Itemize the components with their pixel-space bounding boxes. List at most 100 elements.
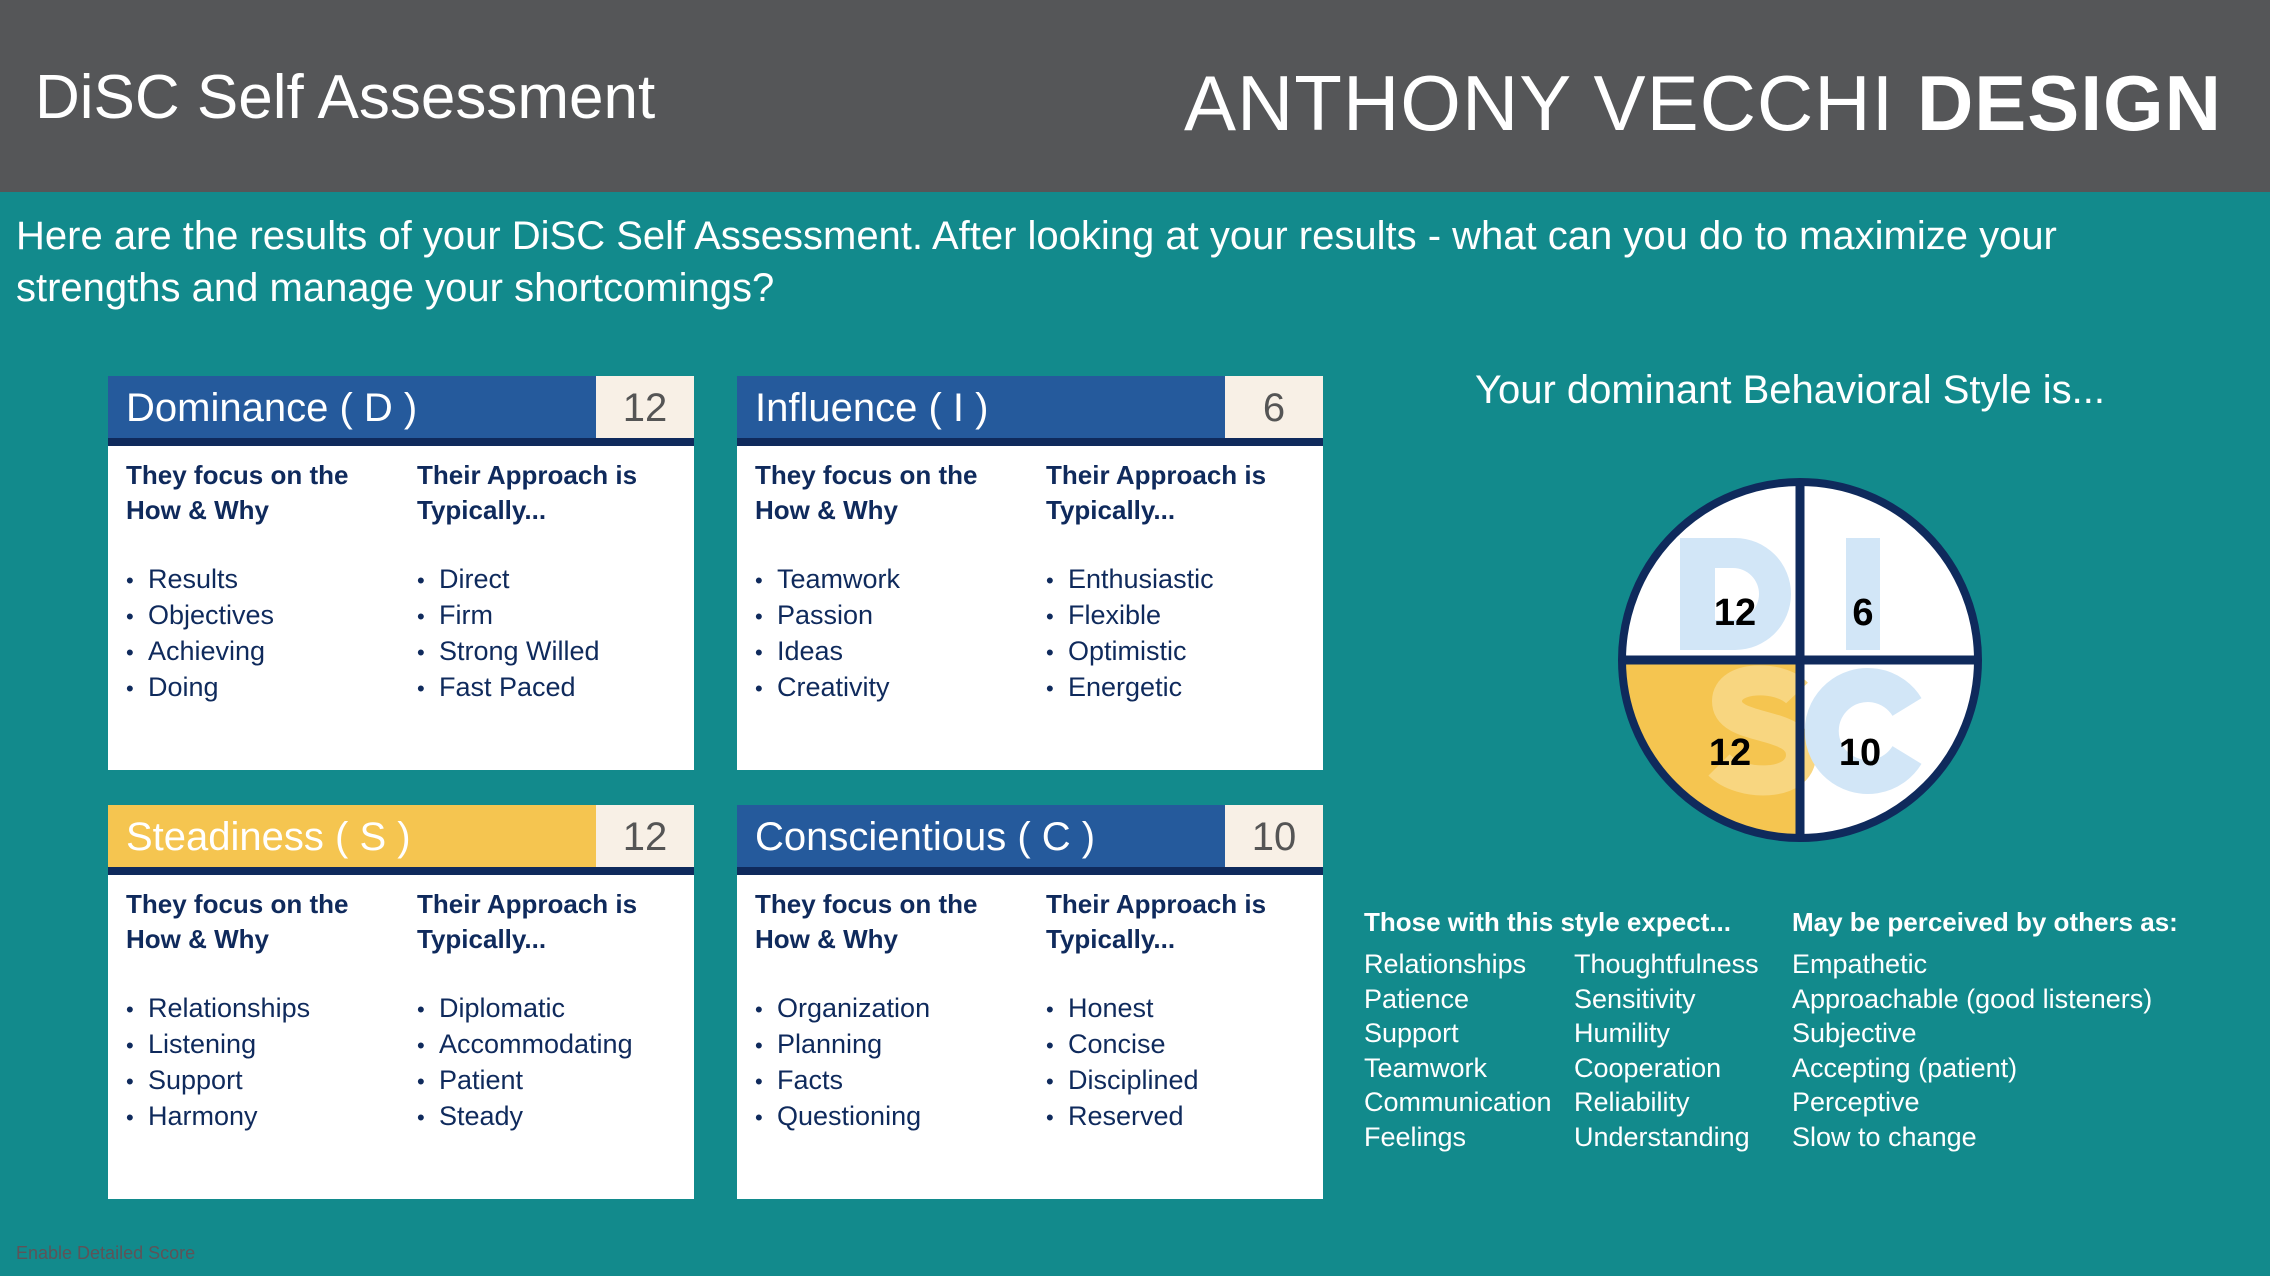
list-item: Firm [417,598,687,634]
card-title: Conscientious ( C ) [755,815,1096,859]
card-steadiness: Steadiness ( S ) 12 They focus on the Ho… [108,805,694,1199]
list-item: Listening [126,1027,396,1063]
list-item: Cooperation [1574,1052,1722,1083]
card-title: Influence ( I ) [755,386,989,430]
list-item: Reliability [1574,1087,1690,1118]
list-item: Doing [126,670,396,706]
approach-column: Their Approach is Typically... HonestConc… [1046,887,1316,1135]
approach-column: Their Approach is Typically... Enthusiast… [1046,458,1316,706]
list-item: Accepting (patient) [1792,1052,2018,1083]
score-box: 12 [596,805,694,867]
approach-heading: Their Approach is Typically... [417,460,638,525]
list-item: Questioning [755,1099,1025,1135]
page-title: DiSC Self Assessment [35,63,656,132]
list-item: Perceptive [1792,1087,1920,1118]
list-item: Energetic [1046,670,1316,706]
list-item: Sensitivity [1574,983,1696,1014]
list-item: Teamwork [1364,1052,1488,1083]
focus-column: They focus on the How & Why ResultsObject… [126,458,396,706]
card-header: Steadiness ( S ) 12 [108,805,694,875]
list-item: Planning [755,1027,1025,1063]
approach-heading: Their Approach is Typically... [1046,889,1267,954]
list-item: Accommodating [417,1027,687,1063]
letter-s-graphic [1708,665,1817,796]
expect-heading: Those with this style expect... [1364,907,1731,937]
score-d: 12 [1714,592,1756,634]
enable-detailed-score-link[interactable]: Enable Detailed Score [16,1243,196,1263]
card-header: Conscientious ( C ) 10 [737,805,1323,875]
focus-heading: They focus on the How & Why [755,889,978,954]
list-item: Empathetic [1792,949,1928,979]
list-item: Relationships [1364,949,1527,979]
card-title: Steadiness ( S ) [126,815,411,859]
list-item: Subjective [1792,1018,1917,1049]
list-item: Facts [755,1063,1025,1099]
card-dominance: Dominance ( D ) 12 They focus on the How… [108,376,694,770]
list-item: Harmony [126,1099,396,1135]
list-item: Patient [417,1063,687,1099]
letter-d-graphic [1680,538,1791,650]
approach-heading: Their Approach is Typically... [1046,460,1267,525]
card-title: Dominance ( D ) [126,386,418,430]
list-item: Humility [1574,1018,1671,1049]
card-conscientious: Conscientious ( C ) 10 They focus on the… [737,805,1323,1199]
list-item: Strong Willed [417,634,687,670]
list-item: Approachable (good listeners) [1792,983,2153,1014]
expect-section: Those with this style expect... Relation… [1364,905,1759,1152]
score-s: 12 [1709,732,1751,774]
list-item: Honest [1046,991,1316,1027]
list-item: Steady [417,1099,687,1135]
list-item: Direct [417,562,687,598]
focus-column: They focus on the How & Why OrganizationP… [755,887,1025,1135]
list-item: Fast Paced [417,670,687,706]
focus-heading: They focus on the How & Why [755,460,978,525]
list-item: Feelings [1364,1121,1467,1152]
list-item: Reserved [1046,1099,1316,1135]
perceived-section: May be perceived by others as: Empatheti… [1792,905,2178,1152]
focus-column: They focus on the How & Why Relationships… [126,887,396,1135]
list-item: Ideas [755,634,1025,670]
list-item: Slow to change [1792,1121,1977,1152]
dominant-style-heading: Your dominant Behavioral Style is... [1475,368,2105,412]
score-i: 6 [1852,592,1873,634]
list-item: Flexible [1046,598,1316,634]
list-item: Concise [1046,1027,1316,1063]
letter-c-graphic [1804,668,1922,794]
list-item: Objectives [126,598,396,634]
perceived-heading: May be perceived by others as: [1792,907,2178,937]
list-item: Disciplined [1046,1063,1316,1099]
disc-wheel: 12 6 12 10 [1618,478,1982,842]
score-box: 6 [1225,376,1323,438]
list-item: Relationships [126,991,396,1027]
brand-logo: ANTHONY VECCHI DESIGN [1183,59,2222,147]
score-box: 12 [596,376,694,438]
focus-heading: They focus on the How & Why [126,460,349,525]
list-item: Diplomatic [417,991,687,1027]
focus-column: They focus on the How & Why TeamworkPassi… [755,458,1025,706]
list-item: Teamwork [755,562,1025,598]
list-item: Patience [1364,983,1470,1014]
list-item: Enthusiastic [1046,562,1316,598]
list-item: Organization [755,991,1025,1027]
approach-column: Their Approach is Typically... DirectFirm… [417,458,687,706]
list-item: Thoughtfulness [1574,949,1759,979]
approach-heading: Their Approach is Typically... [417,889,638,954]
approach-column: Their Approach is Typically... Diplomatic… [417,887,687,1135]
list-item: Communication [1364,1087,1552,1118]
score-box: 10 [1225,805,1323,867]
focus-heading: They focus on the How & Why [126,889,349,954]
card-header: Influence ( I ) 6 [737,376,1323,446]
list-item: Creativity [755,670,1025,706]
wheel-border [1618,478,1982,842]
header-bar: DiSC Self Assessment ANTHONY VECCHI DESI… [0,0,2270,192]
list-item: Support [1364,1018,1459,1049]
letter-i-graphic [1846,538,1880,650]
list-item: Achieving [126,634,396,670]
score-c: 10 [1839,732,1881,774]
list-item: Passion [755,598,1025,634]
list-item: Results [126,562,396,598]
list-item: Understanding [1574,1121,1750,1152]
card-header: Dominance ( D ) 12 [108,376,694,446]
intro-text: Here are the results of your DiSC Self A… [16,214,2057,310]
card-influence: Influence ( I ) 6 They focus on the How … [737,376,1323,770]
